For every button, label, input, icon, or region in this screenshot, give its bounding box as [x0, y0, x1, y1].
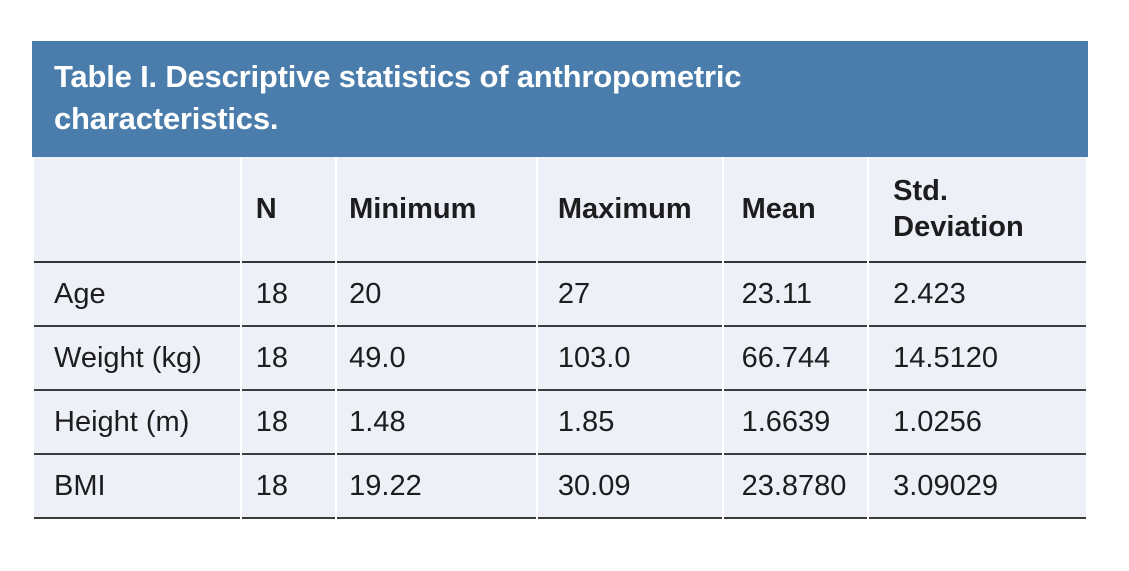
descriptive-statistics-table: N Minimum Maximum Mean Std. Deviation Ag…: [32, 157, 1088, 520]
column-header-n: N: [241, 157, 336, 264]
column-header-maximum: Maximum: [537, 157, 722, 264]
column-header-minimum: Minimum: [337, 157, 536, 264]
cell-n: 18: [241, 263, 336, 328]
cell-maximum: 103.0: [537, 327, 722, 392]
header-row: N Minimum Maximum Mean Std. Deviation: [34, 157, 1086, 264]
column-header-std-deviation: Std. Deviation: [869, 157, 1086, 264]
cell-minimum: 20: [337, 263, 536, 328]
table-caption: Table I. Descriptive statistics of anthr…: [32, 41, 1088, 158]
cell-std-deviation: 3.09029: [869, 455, 1086, 520]
statistics-table-card: Table I. Descriptive statistics of anthr…: [32, 41, 1088, 520]
table-row-bmi: BMI 18 19.22 30.09 23.8780 3.09029: [34, 455, 1086, 520]
table-caption-text: Table I. Descriptive statistics of anthr…: [54, 59, 742, 137]
table-row-weight: Weight (kg) 18 49.0 103.0 66.744 14.5120: [34, 327, 1086, 392]
cell-maximum: 1.85: [537, 391, 722, 456]
row-label: Weight (kg): [34, 327, 240, 392]
cell-minimum: 19.22: [337, 455, 536, 520]
cell-mean: 23.8780: [723, 455, 868, 520]
cell-mean: 1.6639: [723, 391, 868, 456]
cell-mean: 66.744: [723, 327, 868, 392]
cell-n: 18: [241, 455, 336, 520]
cell-maximum: 30.09: [537, 455, 722, 520]
cell-minimum: 1.48: [337, 391, 536, 456]
cell-std-deviation: 2.423: [869, 263, 1086, 328]
row-label: BMI: [34, 455, 240, 520]
cell-mean: 23.11: [723, 263, 868, 328]
cell-n: 18: [241, 327, 336, 392]
table-row-height: Height (m) 18 1.48 1.85 1.6639 1.0256: [34, 391, 1086, 456]
row-label: Age: [34, 263, 240, 328]
row-label: Height (m): [34, 391, 240, 456]
column-header-empty: [34, 157, 240, 264]
cell-minimum: 49.0: [337, 327, 536, 392]
table-row-age: Age 18 20 27 23.11 2.423: [34, 263, 1086, 328]
cell-std-deviation: 14.5120: [869, 327, 1086, 392]
cell-n: 18: [241, 391, 336, 456]
column-header-std-deviation-text: Std. Deviation: [893, 175, 1024, 244]
column-header-mean: Mean: [723, 157, 868, 264]
cell-std-deviation: 1.0256: [869, 391, 1086, 456]
cell-maximum: 27: [537, 263, 722, 328]
